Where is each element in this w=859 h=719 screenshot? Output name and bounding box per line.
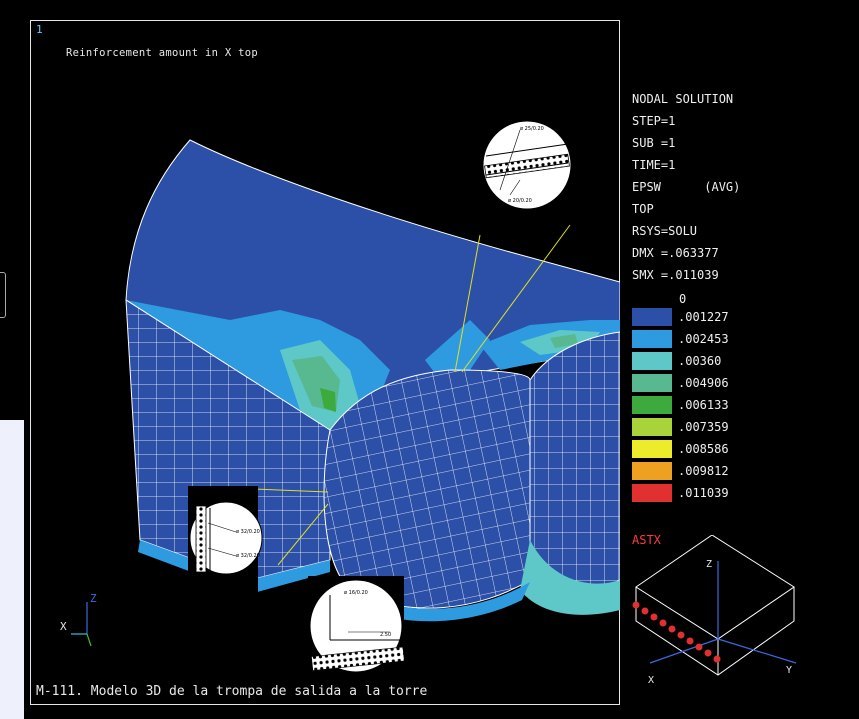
detail-bottom-label-2: 2.50 [380,632,391,638]
legend-label-9: .011039 [678,486,729,500]
window-number: 1 [36,23,43,36]
detail-circle-left: ø 32/0.20 ø 32/0.20 [188,486,263,596]
info-line-8: DMX =.063377 [632,246,719,260]
mesh-cylinder-face [323,369,531,609]
contour-green [320,388,336,412]
view-z-label: Z [706,559,712,570]
info-line-6: TOP [632,202,654,216]
legend-swatch-2 [632,330,672,348]
info-line-9: SMX =.011039 [632,268,719,282]
info-line-3: SUB =1 [632,136,676,150]
detail-left-label-1: ø 32/0.20 [236,529,260,535]
mesh-left-wall-bottom [138,540,330,594]
legend-swatch-7 [632,440,672,458]
legend-logo-area [626,10,776,86]
legend-swatch-4 [632,374,672,392]
contour-mid-lightblue [425,320,490,380]
info-line-4: TIME=1 [632,158,676,172]
leader-line-top-2 [461,224,571,373]
info-line-1: NODAL SOLUTION [632,92,734,106]
model-render[interactable]: ø 25/0.20 ø 20/0.20 ø 32/0.20 ø 32/0.20 … [30,20,620,705]
leader-line-top-1 [454,234,481,373]
info-line-7: RSYS=SOLU [632,224,698,238]
info-line-2: STEP=1 [632,114,676,128]
legend-swatch-8 [632,462,672,480]
legend-label-3: .00360 [678,354,722,368]
detail-top-label-2: ø 20/0.20 [508,198,532,204]
legend-zero-label: 0 [679,292,687,306]
legend-swatch-6 [632,418,672,436]
triad-z-label: Z [90,592,97,605]
view-y-label: Y [786,665,792,676]
legend-swatch-5 [632,396,672,414]
detail-top-label-1: ø 25/0.20 [520,126,544,132]
detail-left-label-2: ø 32/0.20 [236,553,260,559]
top-strip [0,0,859,4]
mesh-right-wall-edge [520,540,620,615]
legend-swatch-1 [632,308,672,326]
view-x-axis [649,638,719,664]
leader-line-left-2 [277,503,329,566]
view-y-axis [717,638,797,664]
legend-label-1: .001227 [678,310,729,324]
legend-label-5: .006133 [678,398,729,412]
contour-right-green [550,334,578,348]
plot-title: Reinforcement amount in X top [66,47,259,59]
legend-swatch-9 [632,484,672,502]
view-orientation-box[interactable]: Z X Y [626,535,806,685]
detail-circle-bottom: ø 16/0.20 2.50 [308,576,405,680]
legend-swatch-3 [632,352,672,370]
background-bracket [0,272,6,318]
legend-label-2: .002453 [678,332,729,346]
triad-y-axis [86,633,92,647]
triad-x-label: X [60,620,67,633]
detail-bottom-label-1: ø 16/0.20 [344,590,368,596]
legend-label-6: .007359 [678,420,729,434]
legend-label-8: .009812 [678,464,729,478]
plot-caption: M-111. Modelo 3D de la trompa de salida … [36,684,428,699]
view-x-label: X [648,675,654,685]
coordinate-triad: Z X [60,592,97,647]
detail-circle-top: ø 25/0.20 ø 20/0.20 [480,114,574,214]
info-line-5: EPSW (AVG) [632,180,741,194]
view-label: ASTX [632,533,661,547]
legend-label-7: .008586 [678,442,729,456]
mesh-right-wall [529,331,620,596]
view-red-nodes [632,601,721,663]
legend-label-4: .004906 [678,376,729,390]
